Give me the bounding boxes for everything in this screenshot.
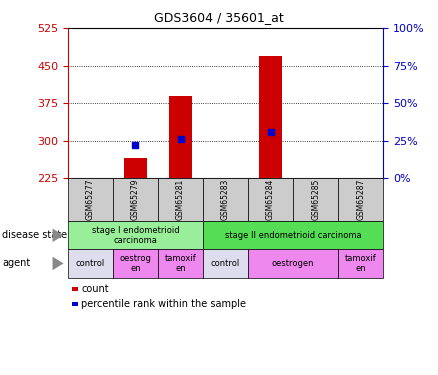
Text: percentile rank within the sample: percentile rank within the sample [81,299,246,309]
Bar [259,56,282,178]
Text: tamoxif
en: tamoxif en [345,254,377,273]
Text: GSM65285: GSM65285 [311,179,320,220]
Bar [124,158,147,178]
Text: control: control [76,259,105,268]
Text: GSM65287: GSM65287 [356,179,365,220]
Text: GSM65283: GSM65283 [221,179,230,220]
Text: oestrog
en: oestrog en [120,254,152,273]
Text: GSM65281: GSM65281 [176,179,185,220]
Text: GSM65277: GSM65277 [86,179,95,220]
Text: oestrogen: oestrogen [272,259,314,268]
Text: disease state: disease state [2,230,67,240]
Text: GDS3604 / 35601_at: GDS3604 / 35601_at [154,11,284,24]
Text: control: control [211,259,240,268]
Text: GSM65279: GSM65279 [131,179,140,220]
Text: stage II endometrioid carcinoma: stage II endometrioid carcinoma [225,231,361,240]
Text: count: count [81,284,109,294]
Bar [169,96,192,178]
Text: tamoxif
en: tamoxif en [165,254,196,273]
Text: agent: agent [2,258,30,268]
Text: GSM65284: GSM65284 [266,179,275,220]
Text: stage I endometrioid
carcinoma: stage I endometrioid carcinoma [92,226,179,245]
